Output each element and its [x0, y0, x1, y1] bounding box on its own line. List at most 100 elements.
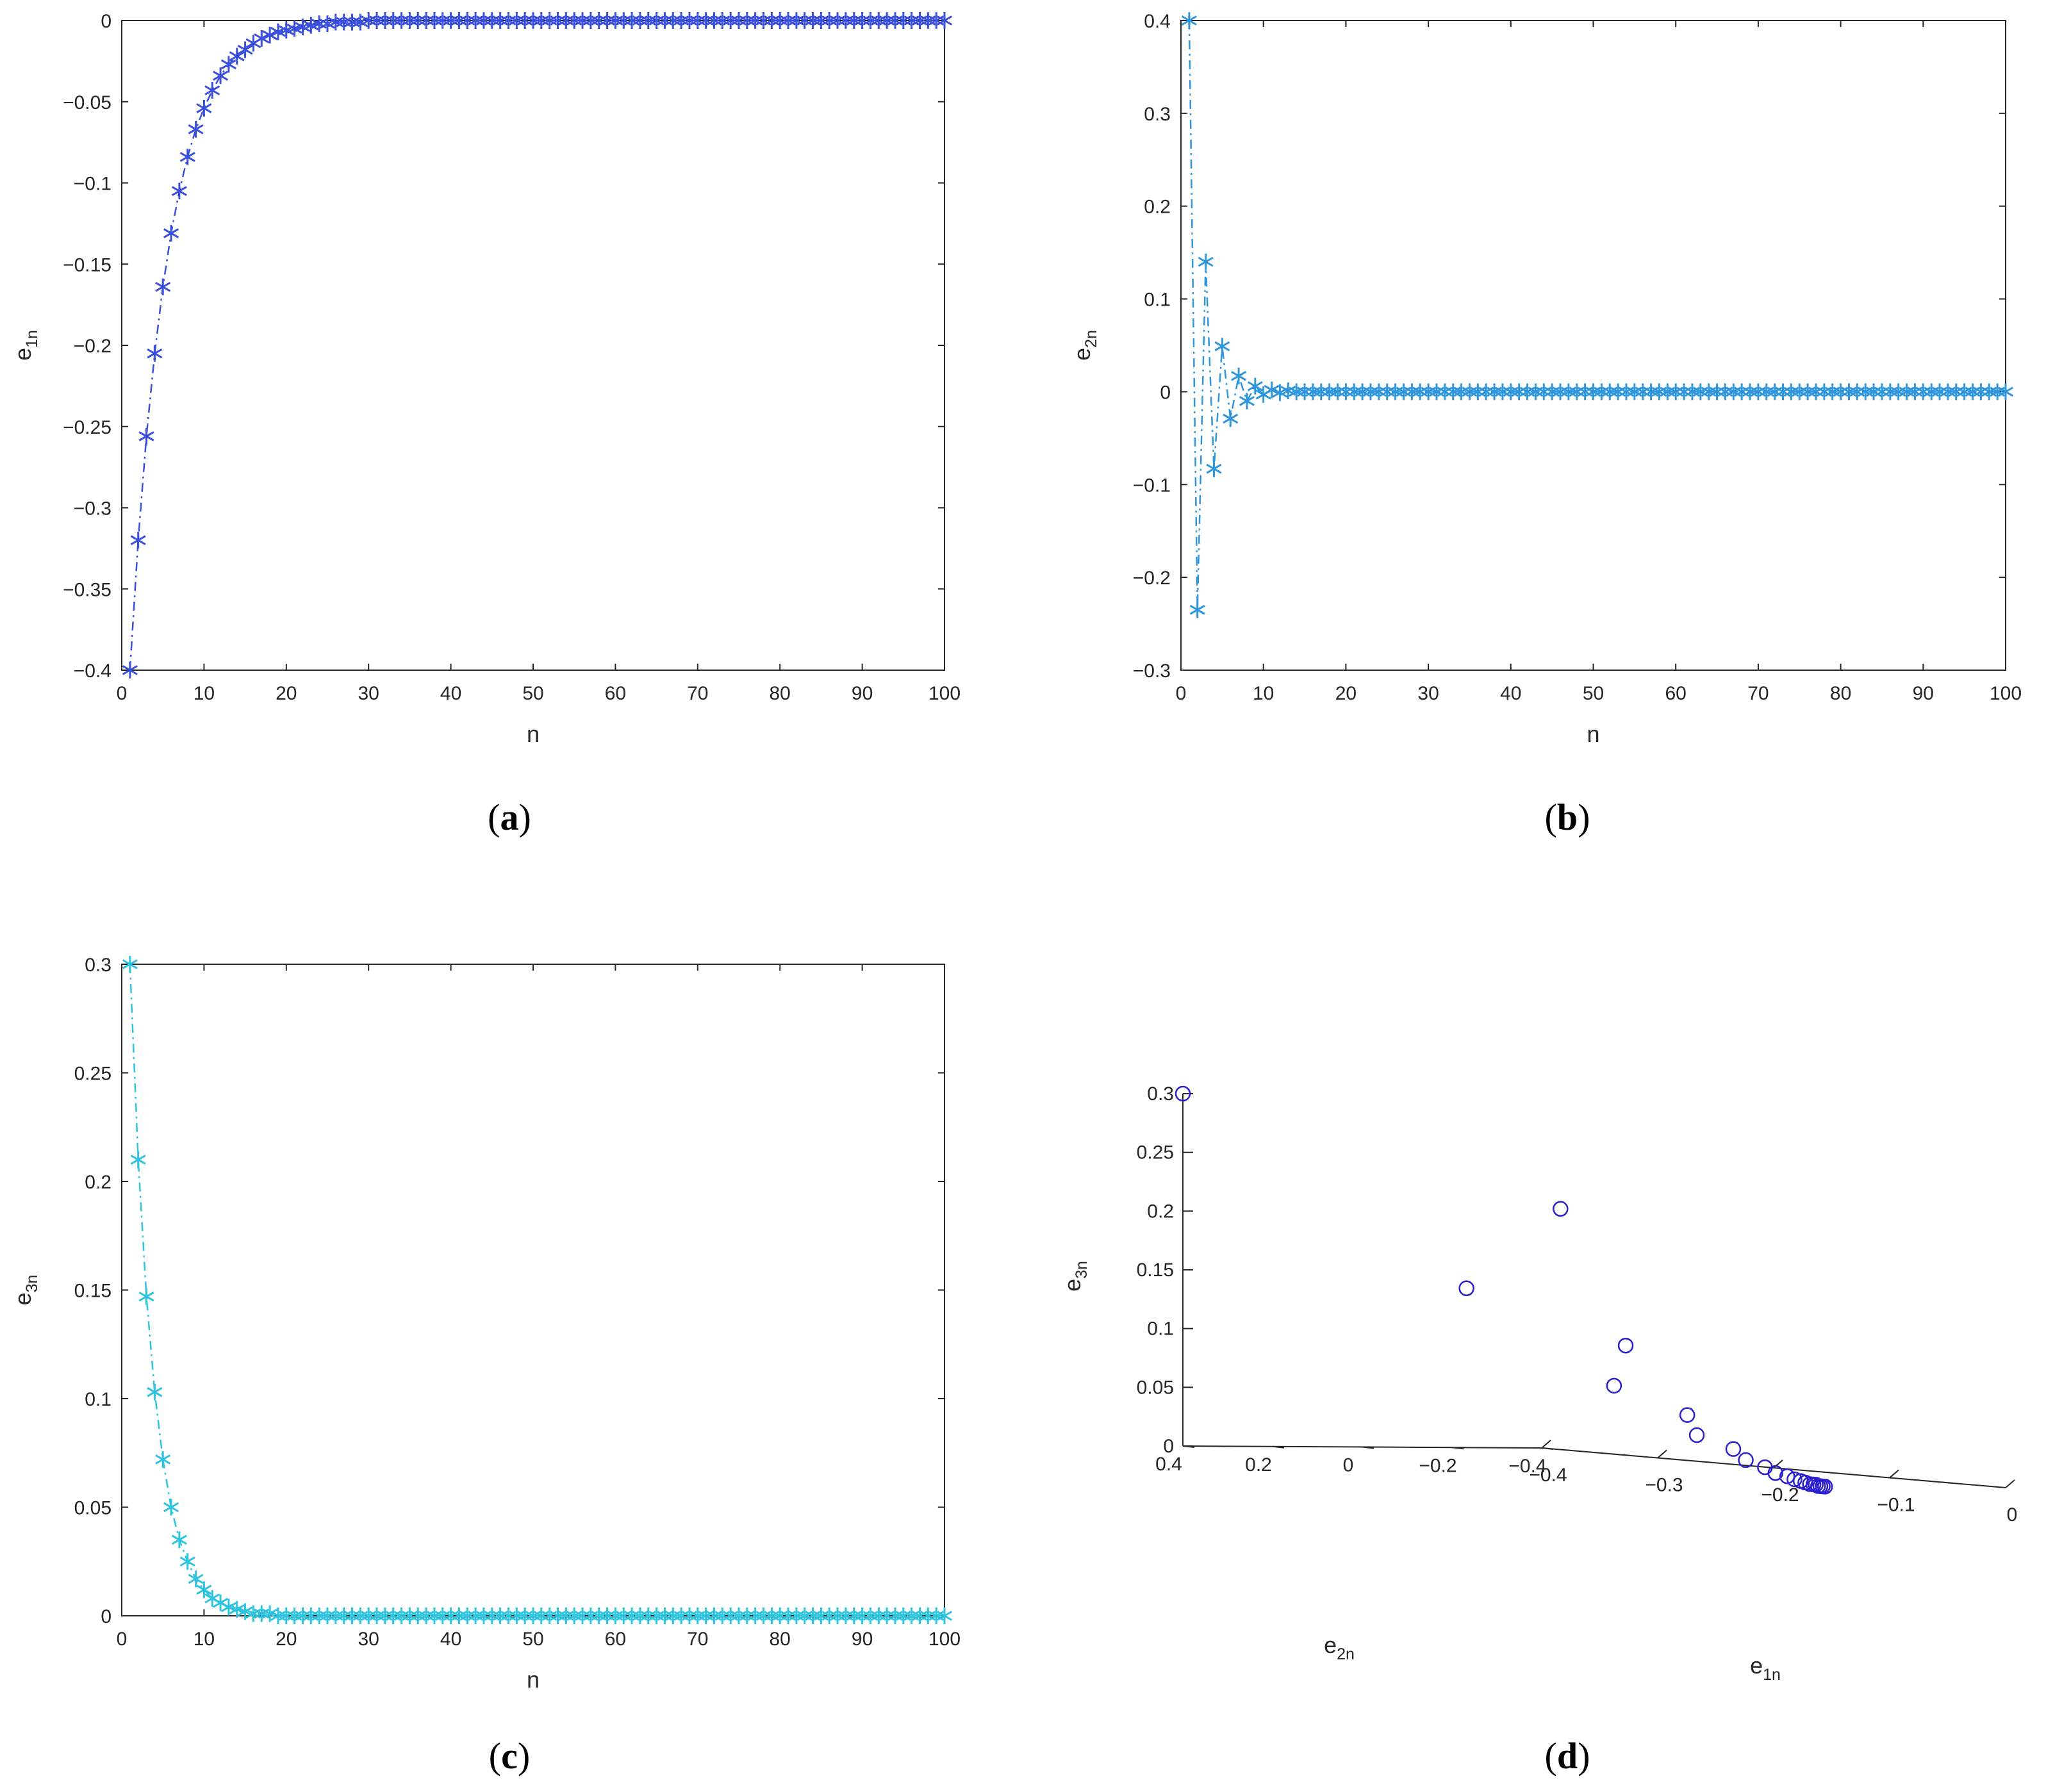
chart-c-xtick-label: 10: [194, 1629, 215, 1650]
chart-a-data-point-stroke-3: [196, 103, 212, 113]
chart-b-data-point-stroke-3: [1231, 371, 1247, 381]
chart-c-data-point-stroke-3: [262, 1608, 278, 1619]
panel-c: 0 10 20 30 40 50 60 70 80 90 100 0 0.05 0.1 0.15 0.2 0.2…: [10, 955, 961, 1777]
chart-c-data-point: [163, 1499, 179, 1516]
chart-c-data-point: [220, 1599, 236, 1616]
chart-b-ytick-label: 0.1: [1144, 290, 1171, 311]
panel-a: 0 10 20 30 40 50 60 70 80 90 100 −0.4 −0.35 −0.3 −0.25…: [10, 11, 961, 838]
chart-b-data-point: [1198, 253, 1214, 270]
chart-b-xtick-label: 20: [1335, 683, 1357, 704]
chart-d-xtick-label: −0.1: [1877, 1495, 1915, 1516]
chart-c-ytick-label: 0.25: [74, 1064, 111, 1085]
chart-a-data-point-stroke-3: [147, 348, 163, 359]
chart-b-xlabel: n: [1587, 721, 1599, 747]
caption-d: (d): [1545, 1735, 1590, 1777]
chart-d-ztick-label: 0.3: [1147, 1083, 1174, 1105]
chart-c-xtick-label: 100: [928, 1629, 961, 1650]
chart-a-ylabel: e1n: [10, 330, 41, 361]
chart-b-ylabel: e2n: [1069, 330, 1100, 361]
chart-d-xtick-mark: [1657, 1449, 1667, 1459]
chart-a-ytick-label: −0.3: [74, 498, 111, 520]
chart-b-xtick-label: 60: [1665, 683, 1687, 704]
chart-a-ytick-label: 0: [101, 11, 111, 32]
chart-d-data-point: [1553, 1201, 1569, 1217]
chart-d-data-point: [1779, 1468, 1795, 1484]
chart-b-data-point: [1264, 381, 1280, 399]
chart-d-data-point: [1606, 1377, 1622, 1394]
chart-c-data-point: [122, 956, 138, 973]
chart-d-xtick-label: −0.4: [1529, 1465, 1567, 1486]
chart-b-data-point: [1189, 601, 1205, 618]
chart-c-axes-box: [121, 964, 945, 1616]
chart-a-data-point-stroke-3: [130, 535, 146, 545]
chart-b-data-point-stroke-3: [1264, 384, 1280, 395]
chart-d-xtick-mark: [2005, 1479, 2015, 1488]
chart-b-ytick-label: 0.3: [1144, 104, 1171, 125]
chart-b-xtick-label: 50: [1583, 683, 1604, 704]
caption-c: (c): [489, 1735, 530, 1777]
chart-a-xtick-label: 10: [194, 683, 215, 704]
chart-b-xtick-label: 70: [1747, 683, 1769, 704]
chart-a-xtick-label: 60: [605, 683, 626, 704]
chart-a-data-point-stroke-3: [171, 186, 187, 196]
chart-a-data-point: [138, 427, 154, 445]
chart-c-xtick-label: 40: [440, 1629, 461, 1650]
chart-c-data-point-stroke-3: [213, 1597, 229, 1608]
chart-a-data-point: [237, 41, 253, 58]
chart-b-ytick-label: −0.3: [1133, 661, 1171, 682]
chart-c-data-point: [188, 1570, 204, 1588]
chart-b-data-point-stroke-3: [1206, 463, 1222, 474]
chart-c-xtick-label: 20: [276, 1629, 297, 1650]
chart-c-xtick-label: 0: [117, 1629, 128, 1650]
chart-c-data-point-stroke-3: [196, 1584, 212, 1595]
chart-a-data-point-stroke-3: [179, 152, 195, 162]
chart-c-data-point-stroke-3: [936, 1611, 953, 1621]
chart-a-data-point: [229, 47, 245, 65]
chart-c-data-point: [147, 1383, 163, 1401]
chart-c-data-point-stroke-3: [171, 1534, 187, 1545]
chart-c-series-line: [129, 964, 945, 1617]
chart-b-data-point: [1997, 383, 2014, 400]
chart-d-data-point: [1458, 1280, 1474, 1297]
chart-d-ytick-label: 0: [1343, 1455, 1354, 1476]
chart-a-data-point: [254, 29, 270, 47]
chart-d-ytick-mark: [1541, 1447, 1554, 1450]
chart-c-xtick-label: 90: [852, 1629, 873, 1650]
chart-b-data-point: [1206, 460, 1222, 477]
chart-c-data-point: [155, 1451, 171, 1468]
chart-a-axes-box: [121, 20, 945, 671]
chart-a-xtick-label: 90: [852, 683, 873, 704]
chart-a-xtick-label: 70: [687, 683, 708, 704]
chart-c-xtick-label: 30: [358, 1629, 379, 1650]
chart-c-xtick-label: 50: [522, 1629, 543, 1650]
chart-d-ytick-label: −0.4: [1508, 1456, 1546, 1477]
chart-a-data-point-stroke-3: [220, 59, 236, 70]
chart-b-data-point-stroke-3: [1189, 605, 1205, 615]
chart-a-data-point-stroke-3: [213, 70, 229, 81]
chart-d-ytick-label: −0.2: [1419, 1455, 1456, 1476]
chart-d-ztick-label: 0: [1163, 1436, 1174, 1457]
chart-a-data-point: [220, 56, 236, 73]
chart-d-data-point: [1817, 1479, 1833, 1495]
chart-a-xtick-label: 20: [276, 683, 297, 704]
chart-a-data-point-stroke-3: [229, 51, 245, 62]
chart-b-ytick-label: −0.2: [1133, 568, 1171, 589]
chart-a-xtick-label: 80: [770, 683, 791, 704]
chart-c-data-point-stroke-3: [147, 1387, 163, 1397]
chart-a-data-point: [936, 12, 953, 29]
chart-a-data-point: [122, 662, 138, 678]
chart-a-data-point: [204, 82, 220, 99]
chart-c-data-point: [179, 1553, 195, 1570]
chart-c-ytick-label: 0.05: [74, 1498, 111, 1519]
chart-c-xtick-label: 80: [770, 1629, 791, 1650]
chart-c-plot: 0 10 20 30 40 50 60 70 80 90 100 0 0.05 0.1 0.15 0.2 0.2…: [10, 955, 961, 1693]
chart-c-data-point-stroke-3: [237, 1606, 253, 1617]
chart-b-data-point-stroke-3: [1239, 396, 1255, 406]
chart-b-data-point: [1214, 338, 1230, 355]
chart-b-data-point: [1239, 392, 1255, 409]
chart-a-ytick-label: −0.1: [74, 174, 111, 195]
chart-b-axes-box: [1180, 20, 2006, 671]
chart-a-data-point-stroke-3: [122, 665, 138, 675]
chart-d-ytick-mark: [1451, 1447, 1464, 1450]
